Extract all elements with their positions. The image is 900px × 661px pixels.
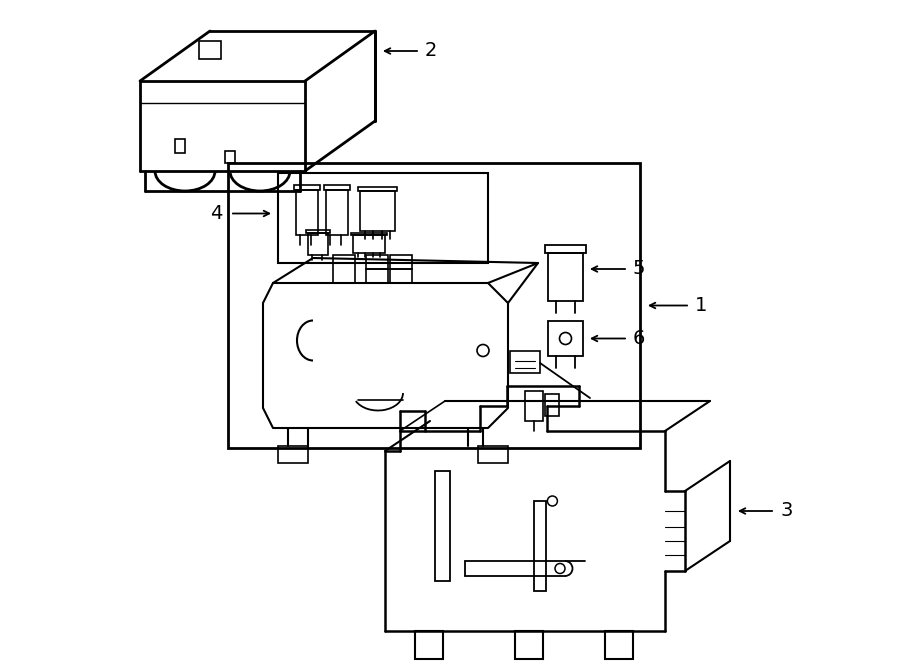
Bar bbox=[199, 40, 220, 59]
Text: 5: 5 bbox=[633, 260, 645, 278]
Bar bbox=[296, 190, 318, 235]
Bar bbox=[278, 173, 488, 263]
Text: 3: 3 bbox=[780, 502, 792, 520]
Bar bbox=[526, 391, 544, 421]
Bar bbox=[545, 245, 586, 253]
Bar bbox=[515, 631, 543, 659]
Bar bbox=[358, 187, 397, 191]
Bar bbox=[415, 631, 443, 659]
Bar bbox=[306, 231, 330, 233]
Bar bbox=[228, 163, 640, 448]
Text: 6: 6 bbox=[633, 329, 645, 348]
Bar bbox=[435, 471, 450, 581]
Bar bbox=[351, 233, 387, 235]
Bar bbox=[333, 255, 355, 283]
Bar bbox=[366, 255, 388, 269]
Bar bbox=[548, 253, 583, 301]
Bar bbox=[510, 351, 540, 373]
Bar bbox=[353, 235, 385, 253]
Bar bbox=[605, 631, 633, 659]
Bar bbox=[225, 151, 235, 163]
Bar bbox=[390, 255, 412, 269]
Bar bbox=[390, 269, 412, 283]
Bar bbox=[366, 269, 388, 283]
Bar bbox=[548, 321, 583, 356]
Bar bbox=[308, 233, 328, 255]
Text: 4: 4 bbox=[210, 204, 222, 223]
Bar bbox=[360, 191, 395, 231]
Bar bbox=[545, 394, 560, 416]
Text: 2: 2 bbox=[425, 42, 437, 61]
Text: 1: 1 bbox=[695, 296, 707, 315]
Bar bbox=[534, 501, 545, 591]
Bar bbox=[175, 139, 185, 153]
Bar bbox=[294, 184, 320, 190]
Bar bbox=[278, 446, 308, 463]
Bar bbox=[324, 184, 350, 190]
Bar bbox=[326, 190, 348, 235]
Bar bbox=[478, 446, 508, 463]
